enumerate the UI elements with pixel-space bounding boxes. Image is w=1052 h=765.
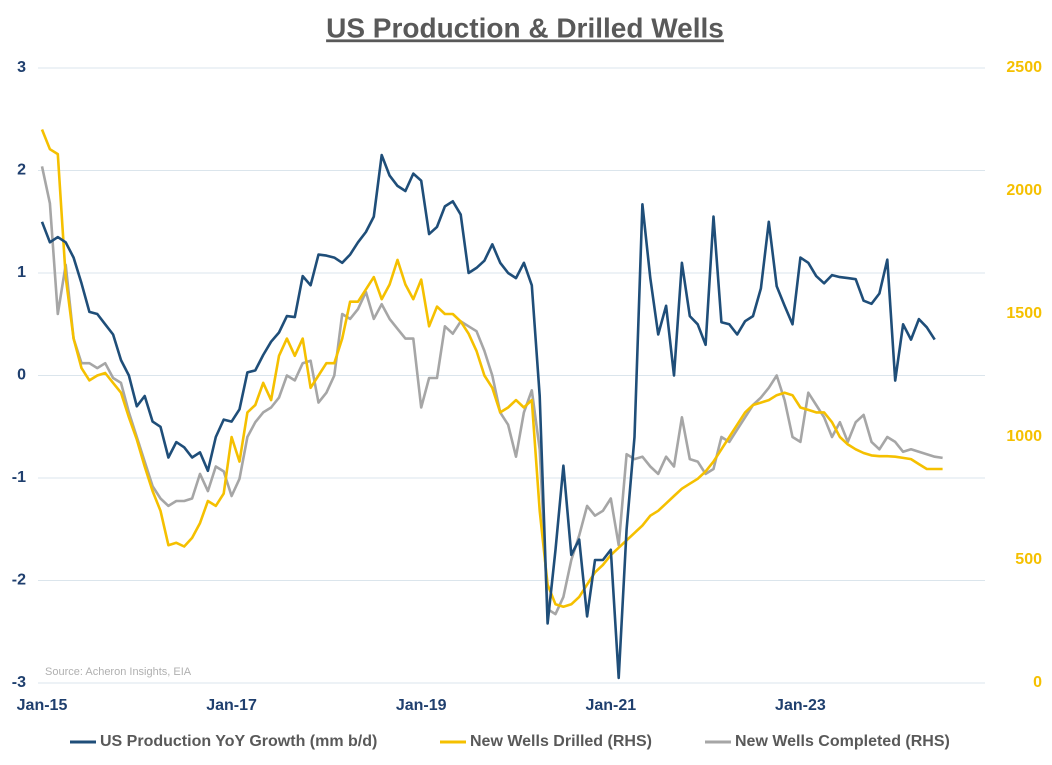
x-tick-label: Jan-15 [17,697,68,714]
x-tick-label: Jan-21 [585,697,636,714]
y-tick-label: -1 [12,469,26,486]
y-tick-label: 0 [17,367,26,384]
legend-label: New Wells Drilled (RHS) [470,733,652,750]
legend-label: New Wells Completed (RHS) [735,733,950,750]
series-line [40,153,936,680]
y-tick-label: 2 [17,162,26,179]
legend-label: US Production YoY Growth (mm b/d) [100,733,377,750]
y-tick-label: 3 [17,59,26,76]
series-line [40,166,943,616]
y2-tick-label: 2000 [1006,182,1042,199]
y-tick-label: -3 [12,674,26,691]
y2-tick-label: 1500 [1006,305,1042,322]
x-tick-label: Jan-17 [206,697,257,714]
y2-tick-label: 0 [1033,674,1042,691]
y-tick-label: -2 [12,572,26,589]
x-tick-label: Jan-23 [775,697,826,714]
x-tick-label: Jan-19 [396,697,447,714]
y2-tick-label: 1000 [1006,428,1042,445]
y-tick-label: 1 [17,264,26,281]
series-line [40,129,943,608]
y2-tick-label: 500 [1015,551,1042,568]
y2-tick-label: 2500 [1006,59,1042,76]
source-note: Source: Acheron Insights, EIA [45,666,192,678]
chart-title: US Production & Drilled Wells [326,12,724,43]
